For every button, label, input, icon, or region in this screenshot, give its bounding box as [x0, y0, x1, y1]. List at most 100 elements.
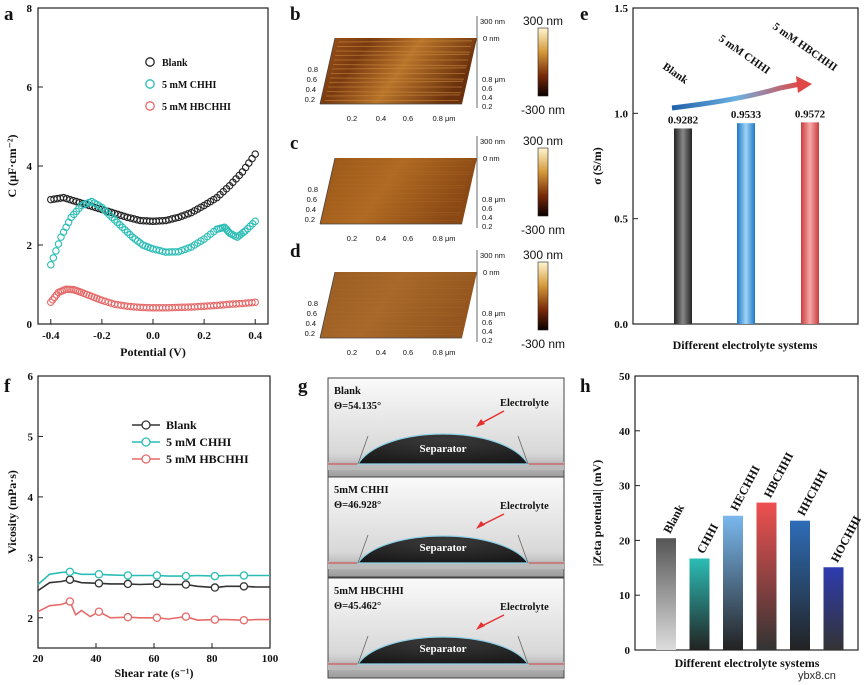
tangent-right	[517, 635, 529, 665]
legend-a-0: Blank	[162, 58, 188, 69]
data-point-a-2	[251, 298, 259, 307]
data-point-f-0	[123, 579, 133, 589]
afm-texture	[326, 211, 461, 213]
data-point-f-1	[181, 571, 191, 581]
panel-label-a: a	[4, 4, 14, 25]
legend-f-0: Blank	[166, 418, 197, 432]
y-tick-label-h: 40	[619, 426, 631, 438]
afm-texture	[329, 197, 464, 200]
y-tick-label-h: 10	[619, 590, 631, 602]
afm-texture	[336, 170, 471, 173]
afm-y-tick: 0.8	[308, 65, 318, 74]
afm-texture	[336, 50, 471, 53]
chart-e-ylabel: σ (S/m)	[590, 147, 604, 185]
data-point-a-1	[121, 225, 129, 234]
afm-panel-1: 0.2 0.4 0.6 0.8 μm0.80.60.40.20.8 μm0.60.40…	[305, 134, 565, 243]
data-point-a-1	[113, 218, 121, 227]
afm-surface	[320, 38, 477, 104]
data-point-f-1	[94, 570, 104, 579]
afm-texture	[329, 77, 464, 80]
afm-texture	[338, 274, 473, 277]
bar-h-0	[656, 538, 676, 650]
y-tick-label-h: 20	[619, 535, 631, 547]
afm-depth-tick: 0.4	[482, 327, 492, 336]
trend-arrow-head	[796, 76, 812, 93]
data-point-a-1	[110, 216, 119, 224]
sample-name: 5mM CHHI	[334, 485, 389, 496]
chart-a-xlabel: Potential (V)	[120, 345, 186, 359]
chart-h-ylabel: |Zeta potential| (mV)	[590, 460, 604, 567]
data-point-a-1	[184, 244, 192, 252]
legend-f-marker-1	[141, 437, 151, 447]
afm-z-mid: 0 nm	[483, 34, 500, 43]
sample-name: Blank	[334, 386, 361, 397]
data-point-a-2	[98, 296, 106, 305]
arrow-label-blank: Blank	[660, 61, 691, 87]
afm-texture	[335, 287, 470, 290]
panel-label-c: c	[290, 133, 298, 154]
afm-axis-y	[319, 157, 336, 225]
data-point-a-1	[98, 203, 106, 212]
data-point-a-0	[114, 210, 122, 219]
y-tick-label-f: 6	[28, 371, 34, 383]
bar-label-h-0: Blank	[660, 502, 687, 536]
panel-label-e: e	[580, 4, 588, 25]
afm-y-tick: 0.2	[305, 329, 315, 338]
afm-x-tick: 0.6	[403, 234, 413, 243]
afm-y-tick: 0.6	[307, 195, 317, 204]
x-tick-label-a: 0.4	[248, 330, 262, 342]
bar-value-e-0: 0.9282	[668, 114, 699, 126]
afm-depth-tick: 0.6	[482, 318, 492, 327]
legend-f-marker-2	[141, 454, 151, 464]
afm-depth-tick: 0.2	[482, 102, 492, 111]
legend-marker-hbchhi	[145, 101, 155, 111]
data-point-a-2	[101, 297, 109, 306]
data-point-a-0	[178, 212, 186, 220]
y-tick-label-e: 0.5	[614, 214, 628, 226]
afm-z-top: 300 nm	[480, 137, 505, 146]
afm-x-tick: 0.2	[347, 348, 357, 357]
afm-texture	[328, 80, 463, 84]
y-tick-label-f: 2	[28, 613, 34, 625]
substrate	[328, 662, 564, 670]
contact-angle-value: Θ=46.928°	[334, 500, 381, 511]
chart-f: Shear rate (s⁻¹) Vicosity (mPa·s) 20 40 60…	[5, 371, 279, 680]
data-point-f-1	[123, 571, 133, 580]
afm-surface	[320, 272, 477, 338]
afm-texture	[331, 187, 466, 190]
bar-label-h-3: HBCHHI	[761, 450, 797, 500]
afm-x-tick: 0.2	[347, 114, 357, 123]
bar-h-5	[823, 567, 844, 650]
electrolyte-arrow-head	[476, 419, 485, 427]
bar-label-h-4: HHCHHI	[794, 466, 830, 518]
chart-a-legend: Blank 5 mM CHHI 5 mM HBCHHI	[145, 57, 231, 113]
data-point-a-0	[181, 211, 189, 219]
afm-panel-0: 0.2 0.4 0.6 0.8 μm0.80.60.40.20.8 μm0.60.40…	[305, 14, 565, 123]
bar-e-0	[674, 128, 692, 324]
data-point-a-1	[126, 230, 134, 239]
y-tick-label-f: 3	[28, 552, 34, 564]
chart-a: Potential (V) C (μF·cm⁻²) -0.4 -0.2 0.0 0.2…	[5, 3, 269, 359]
afm-y-tick: 0.2	[305, 215, 315, 224]
panel-label-b: b	[290, 4, 301, 25]
data-point-a-1	[123, 228, 132, 236]
afm-depth-tick: 0.8 μm	[482, 309, 505, 318]
data-point-a-1	[178, 246, 186, 255]
data-point-f-2	[152, 613, 162, 623]
droplet	[356, 636, 530, 665]
data-point-a-0	[59, 193, 68, 202]
y-tick-label-a: 2	[27, 240, 33, 252]
afm-x-tick: 0.4	[376, 348, 386, 357]
data-point-a-1	[105, 211, 114, 219]
electrolyte-arrow-head	[476, 521, 485, 529]
data-point-a-1	[116, 221, 124, 229]
data-point-a-1	[239, 228, 247, 237]
legend-marker-chhi	[145, 79, 155, 89]
data-point-f-0	[181, 580, 191, 589]
y-tick-label-f: 5	[28, 431, 34, 443]
y-tick-label-e: 1.5	[614, 3, 628, 15]
y-tick-label-e: 1.0	[614, 108, 628, 120]
x-tick-label-f: 40	[91, 653, 103, 665]
afm-x-tick: 0.6	[403, 114, 413, 123]
